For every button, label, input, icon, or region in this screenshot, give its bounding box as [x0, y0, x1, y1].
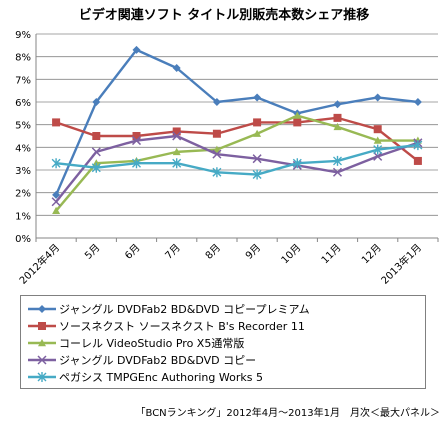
- data-point: [373, 136, 382, 144]
- y-tick-label: 1%: [15, 211, 31, 222]
- data-point: [91, 162, 101, 173]
- series-line: [55, 114, 418, 212]
- legend-item: コーレル VideoStudio Pro X5通常版: [27, 334, 425, 351]
- x-tick-label: 6月: [123, 242, 143, 262]
- data-point: [172, 131, 182, 141]
- data-point: [252, 169, 262, 180]
- legend-marker: [28, 321, 56, 330]
- y-tick-label: 5%: [15, 121, 31, 132]
- x-tick-label: 12月: [359, 242, 384, 267]
- legend-label: ジャングル DVDFab2 BD&DVD コピープレミアム: [59, 302, 310, 316]
- series-line: [55, 143, 419, 176]
- data-point: [91, 147, 101, 157]
- data-point: [132, 132, 141, 140]
- data-point: [373, 93, 382, 102]
- data-point: [92, 98, 101, 106]
- line-chart: 0% 1% 2% 3% 4% 5% 6% 7% 8% 9% 2012年4月 5月 6月 7月 8月 9月 10月…: [15, 30, 439, 287]
- legend-item: ソースネクスト ソースネクスト B's Recorder 11: [27, 317, 425, 334]
- data-point: [413, 156, 422, 165]
- x-tick-label: 9月: [243, 242, 263, 262]
- data-point: [373, 125, 382, 134]
- legend-point: [38, 304, 46, 313]
- data-point: [172, 158, 182, 169]
- data-point: [333, 113, 342, 122]
- legend-label: ジャングル DVDFab2 BD&DVD コピー: [59, 353, 257, 367]
- legend-marker: [28, 304, 56, 313]
- data-point: [413, 98, 422, 106]
- data-point: [172, 147, 181, 156]
- data-point: [292, 158, 302, 169]
- legend-point: [38, 338, 46, 346]
- legend-item: ジャングル DVDFab2 BD&DVD コピー: [27, 351, 425, 368]
- data-point: [132, 45, 141, 54]
- data-point: [172, 64, 181, 72]
- y-tick-label: 7%: [15, 75, 31, 86]
- data-point: [92, 132, 101, 140]
- y-tick-label: 6%: [15, 98, 31, 109]
- legend-item: ペガシス TMPGEnc Authoring Works 5: [27, 368, 425, 385]
- data-point: [373, 151, 383, 161]
- data-point: [253, 93, 262, 102]
- x-tick-label: 7月: [163, 242, 183, 262]
- legend-marker: [28, 371, 56, 382]
- y-tick-label: 2%: [15, 189, 31, 200]
- data-point: [252, 154, 262, 164]
- data-point: [52, 206, 61, 214]
- y-tick-label: 4%: [15, 143, 31, 154]
- series-line: [55, 116, 419, 162]
- legend-marker: [28, 338, 56, 346]
- x-tick-label: 2012年4月: [16, 241, 62, 287]
- data-point: [212, 149, 222, 159]
- data-point: [253, 118, 262, 127]
- series-2: [52, 113, 422, 165]
- series-4: [51, 131, 423, 207]
- data-point: [51, 197, 61, 207]
- source-note: 「BCNランキング」2012年4月～2013年1月 月次＜最大パネル＞: [135, 408, 440, 419]
- data-point: [52, 118, 61, 127]
- y-tick-label: 8%: [15, 53, 31, 64]
- legend-label: ソースネクスト ソースネクスト B's Recorder 11: [59, 319, 305, 333]
- legend: ジャングル DVDFab2 BD&DVD コピープレミアム ソースネクスト ソース…: [20, 295, 426, 389]
- data-point: [212, 98, 221, 106]
- data-point: [131, 136, 142, 146]
- data-point: [212, 129, 221, 138]
- data-point: [172, 127, 181, 136]
- legend-item: ジャングル DVDFab2 BD&DVD コピープレミアム: [27, 300, 425, 317]
- data-point: [212, 167, 222, 178]
- series-5: [51, 140, 423, 180]
- x-tick-label: 2013年1月: [378, 241, 424, 287]
- x-tick-label: 11月: [319, 242, 344, 267]
- y-tick-label: 0%: [15, 234, 31, 245]
- legend-point: [37, 371, 47, 382]
- x-tick-label: 10月: [279, 242, 304, 267]
- data-point: [373, 144, 383, 155]
- x-tick-label: 5月: [82, 242, 102, 262]
- series-line: [54, 48, 419, 196]
- series-1: [52, 45, 422, 199]
- x-tick-label: 8月: [203, 242, 223, 262]
- data-point: [212, 145, 221, 153]
- y-tick-label: 9%: [15, 30, 31, 41]
- data-point: [332, 167, 343, 177]
- data-point: [293, 111, 302, 119]
- y-tick-label: 3%: [15, 166, 31, 177]
- data-point: [413, 140, 423, 151]
- data-point: [333, 155, 342, 166]
- legend-point: [37, 354, 47, 365]
- legend-label: ペガシス TMPGEnc Authoring Works 5: [59, 370, 263, 384]
- data-point: [253, 129, 262, 137]
- data-point: [333, 122, 342, 131]
- data-point: [51, 158, 61, 169]
- data-point: [132, 158, 141, 169]
- series-line: [55, 134, 419, 203]
- data-point: [333, 100, 342, 109]
- data-point: [52, 190, 61, 199]
- series-layer: [51, 45, 423, 214]
- data-point: [293, 118, 302, 127]
- chart-title: ビデオ関連ソフト タイトル別販売本数シェア推移: [78, 8, 370, 23]
- legend-point: [38, 321, 46, 330]
- legend-label: コーレル VideoStudio Pro X5通常版: [59, 336, 245, 350]
- legend-marker: [28, 354, 56, 365]
